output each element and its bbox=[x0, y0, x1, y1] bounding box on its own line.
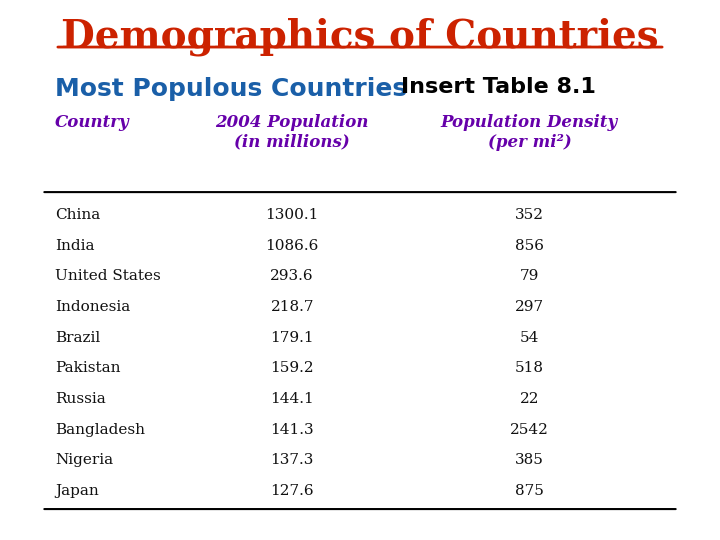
Text: 144.1: 144.1 bbox=[271, 392, 314, 406]
Text: 518: 518 bbox=[515, 361, 544, 375]
Text: 297: 297 bbox=[515, 300, 544, 314]
Text: United States: United States bbox=[55, 269, 161, 284]
Text: 2542: 2542 bbox=[510, 423, 549, 436]
Text: Country: Country bbox=[55, 114, 130, 131]
Text: 218.7: 218.7 bbox=[271, 300, 314, 314]
Text: India: India bbox=[55, 239, 94, 253]
Text: Bangladesh: Bangladesh bbox=[55, 423, 145, 436]
Text: Russia: Russia bbox=[55, 392, 106, 406]
Text: Most Populous Countries: Most Populous Countries bbox=[55, 77, 408, 100]
Text: 1086.6: 1086.6 bbox=[266, 239, 319, 253]
Text: 159.2: 159.2 bbox=[271, 361, 314, 375]
Text: 385: 385 bbox=[515, 453, 544, 467]
Text: 79: 79 bbox=[520, 269, 539, 284]
Text: Brazil: Brazil bbox=[55, 330, 100, 345]
Text: Pakistan: Pakistan bbox=[55, 361, 120, 375]
Text: 141.3: 141.3 bbox=[271, 423, 314, 436]
Text: 137.3: 137.3 bbox=[271, 453, 314, 467]
Text: 2004 Population
(in millions): 2004 Population (in millions) bbox=[215, 114, 369, 151]
Text: 179.1: 179.1 bbox=[271, 330, 314, 345]
Text: 1300.1: 1300.1 bbox=[266, 208, 319, 222]
Text: Population Density
(per mi²): Population Density (per mi²) bbox=[441, 114, 618, 151]
Text: Demographics of Countries: Demographics of Countries bbox=[61, 17, 659, 56]
Text: 875: 875 bbox=[515, 484, 544, 498]
Text: 856: 856 bbox=[515, 239, 544, 253]
Text: 54: 54 bbox=[520, 330, 539, 345]
Text: 352: 352 bbox=[515, 208, 544, 222]
Text: China: China bbox=[55, 208, 100, 222]
Text: Japan: Japan bbox=[55, 484, 99, 498]
Text: Insert Table 8.1: Insert Table 8.1 bbox=[400, 77, 595, 97]
Text: Indonesia: Indonesia bbox=[55, 300, 130, 314]
Text: 22: 22 bbox=[520, 392, 539, 406]
Text: 127.6: 127.6 bbox=[271, 484, 314, 498]
Text: Nigeria: Nigeria bbox=[55, 453, 113, 467]
Text: 293.6: 293.6 bbox=[271, 269, 314, 284]
